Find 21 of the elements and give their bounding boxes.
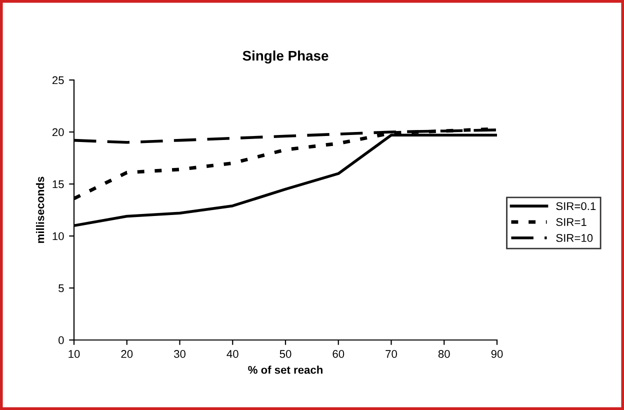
x-tick-label: 10 (68, 350, 80, 358)
y-tick-label: 15 (52, 180, 64, 188)
y-tick-label: 10 (52, 232, 64, 240)
chart-title: Single Phase (242, 50, 328, 64)
legend-label: SIR=1 (556, 218, 586, 226)
y-axis-title: milliseconds (36, 176, 44, 243)
x-axis-title: % of set reach (248, 366, 322, 374)
x-tick-label: 90 (491, 350, 503, 358)
x-tick-label: 30 (174, 350, 186, 358)
x-tick-label: 20 (121, 350, 133, 358)
legend-label: SIR=0.1 (556, 202, 596, 210)
y-tick-label: 0 (58, 336, 64, 344)
x-tick-label: 60 (332, 350, 344, 358)
x-tick-label: 40 (226, 350, 238, 358)
y-tick-label: 5 (58, 284, 64, 292)
x-tick-label: 70 (386, 350, 397, 358)
legend-label: SIR=10 (556, 234, 593, 242)
x-tick-label: 50 (280, 350, 292, 358)
y-tick-label: 20 (52, 128, 64, 136)
y-tick-label: 25 (52, 76, 64, 84)
x-tick-label: 80 (438, 350, 450, 358)
